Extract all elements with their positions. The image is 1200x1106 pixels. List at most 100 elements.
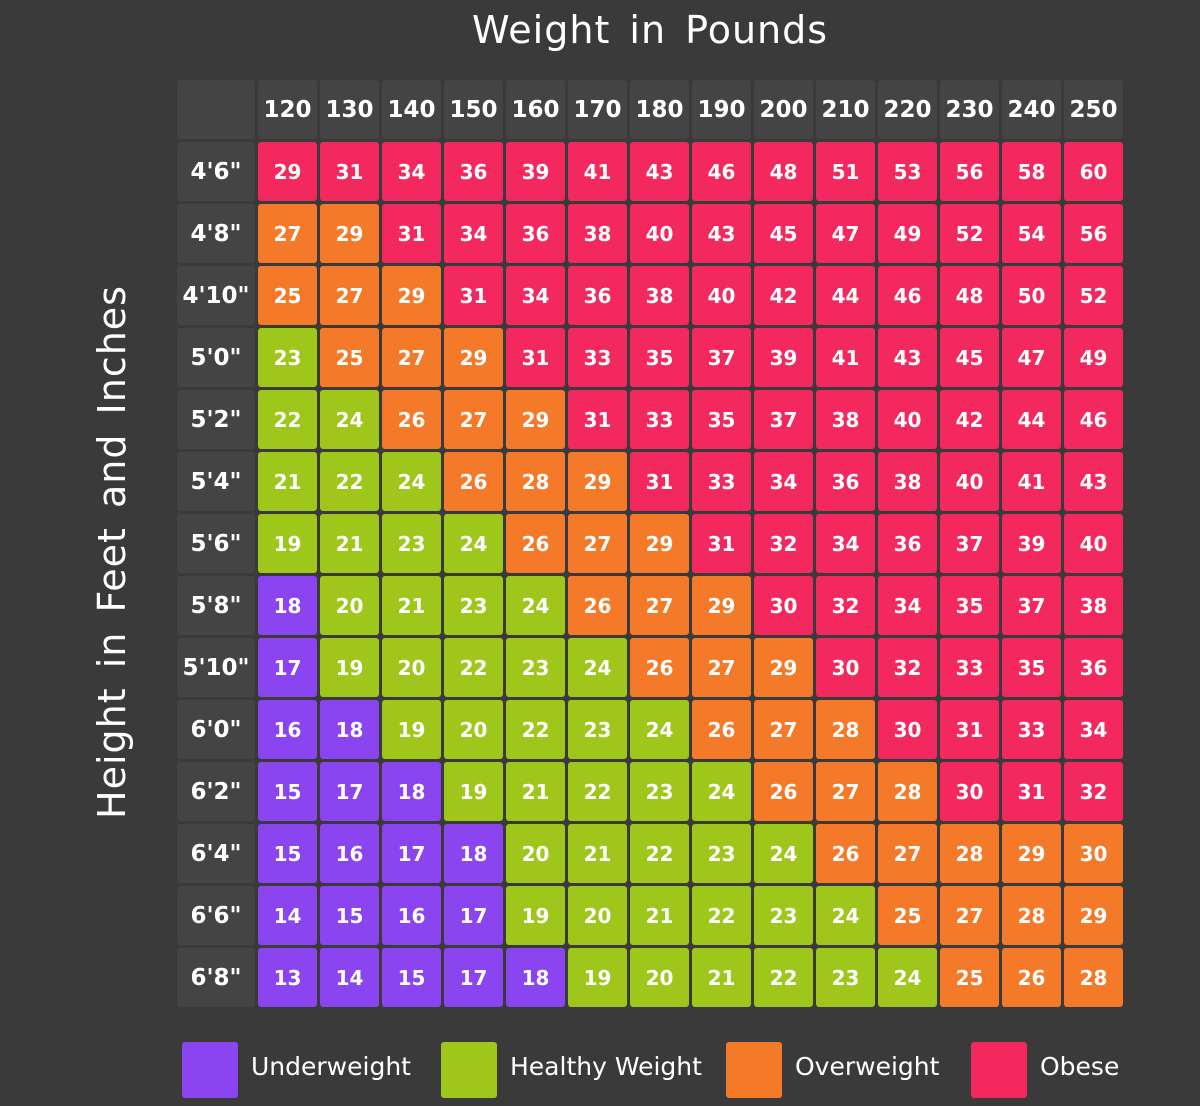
chart-title: Weight in Pounds	[471, 8, 829, 52]
bmi-cell: 20	[506, 824, 565, 883]
bmi-cell: 40	[1064, 514, 1123, 573]
bmi-cell: 30	[816, 638, 875, 697]
bmi-cell: 47	[816, 204, 875, 263]
bmi-cell: 40	[630, 204, 689, 263]
bmi-cell: 23	[444, 576, 503, 635]
bmi-cell: 30	[754, 576, 813, 635]
bmi-cell: 52	[1064, 266, 1123, 325]
bmi-cell: 21	[568, 824, 627, 883]
bmi-cell: 37	[940, 514, 999, 573]
bmi-cell: 26	[382, 390, 441, 449]
bmi-cell: 36	[816, 452, 875, 511]
bmi-cell: 45	[940, 328, 999, 387]
bmi-cell: 24	[506, 576, 565, 635]
bmi-cell: 54	[1002, 204, 1061, 263]
bmi-cell: 34	[506, 266, 565, 325]
column-header: 120	[258, 80, 317, 139]
bmi-cell: 49	[878, 204, 937, 263]
row-header: 5'2"	[177, 390, 255, 449]
legend-label: Healthy Weight	[510, 1052, 702, 1081]
bmi-cell: 20	[568, 886, 627, 945]
bmi-cell: 31	[940, 700, 999, 759]
bmi-cell: 34	[816, 514, 875, 573]
bmi-cell: 28	[816, 700, 875, 759]
bmi-cell: 30	[878, 700, 937, 759]
bmi-cell: 34	[1064, 700, 1123, 759]
bmi-cell: 45	[754, 204, 813, 263]
bmi-cell: 29	[630, 514, 689, 573]
bmi-cell: 46	[878, 266, 937, 325]
bmi-cell: 27	[940, 886, 999, 945]
bmi-cell: 27	[754, 700, 813, 759]
bmi-cell: 29	[692, 576, 751, 635]
bmi-cell: 26	[568, 576, 627, 635]
bmi-cell: 18	[382, 762, 441, 821]
bmi-cell: 47	[1002, 328, 1061, 387]
bmi-cell: 19	[568, 948, 627, 1007]
column-header: 180	[630, 80, 689, 139]
bmi-cell: 40	[878, 390, 937, 449]
bmi-cell: 17	[258, 638, 317, 697]
bmi-cell: 22	[630, 824, 689, 883]
column-header: 130	[320, 80, 379, 139]
bmi-cell: 27	[568, 514, 627, 573]
bmi-cell: 38	[878, 452, 937, 511]
bmi-cell: 24	[568, 638, 627, 697]
bmi-cell: 31	[692, 514, 751, 573]
bmi-cell: 52	[940, 204, 999, 263]
row-header: 4'6"	[177, 142, 255, 201]
bmi-cell: 21	[692, 948, 751, 1007]
bmi-cell: 43	[630, 142, 689, 201]
bmi-cell: 41	[1002, 452, 1061, 511]
bmi-cell: 19	[506, 886, 565, 945]
bmi-cell: 35	[692, 390, 751, 449]
row-header: 4'10"	[177, 266, 255, 325]
bmi-cell: 22	[692, 886, 751, 945]
bmi-cell: 34	[444, 204, 503, 263]
bmi-cell: 24	[444, 514, 503, 573]
bmi-cell: 38	[630, 266, 689, 325]
bmi-cell: 36	[568, 266, 627, 325]
bmi-cell: 28	[1002, 886, 1061, 945]
bmi-cell: 15	[320, 886, 379, 945]
bmi-cell: 31	[506, 328, 565, 387]
bmi-cell: 38	[816, 390, 875, 449]
bmi-cell: 39	[1002, 514, 1061, 573]
bmi-cell: 29	[1064, 886, 1123, 945]
bmi-cell: 29	[320, 204, 379, 263]
bmi-cell: 19	[320, 638, 379, 697]
bmi-cell: 17	[444, 886, 503, 945]
bmi-cell: 26	[754, 762, 813, 821]
bmi-cell: 28	[878, 762, 937, 821]
column-header: 150	[444, 80, 503, 139]
column-header: 200	[754, 80, 813, 139]
bmi-cell: 14	[320, 948, 379, 1007]
bmi-cell: 24	[630, 700, 689, 759]
bmi-cell: 36	[444, 142, 503, 201]
bmi-cell: 20	[382, 638, 441, 697]
bmi-cell: 25	[878, 886, 937, 945]
bmi-cell: 49	[1064, 328, 1123, 387]
bmi-cell: 31	[568, 390, 627, 449]
bmi-cell: 32	[754, 514, 813, 573]
bmi-cell: 42	[940, 390, 999, 449]
bmi-cell: 33	[630, 390, 689, 449]
row-header: 6'2"	[177, 762, 255, 821]
bmi-cell: 25	[258, 266, 317, 325]
row-header: 6'4"	[177, 824, 255, 883]
bmi-cell: 23	[382, 514, 441, 573]
legend-swatch	[726, 1042, 782, 1098]
bmi-cell: 56	[940, 142, 999, 201]
bmi-cell: 23	[692, 824, 751, 883]
bmi-cell: 13	[258, 948, 317, 1007]
bmi-cell: 31	[1002, 762, 1061, 821]
bmi-cell: 37	[692, 328, 751, 387]
bmi-cell: 24	[320, 390, 379, 449]
bmi-cell: 29	[506, 390, 565, 449]
bmi-cell: 32	[1064, 762, 1123, 821]
bmi-cell: 29	[382, 266, 441, 325]
bmi-cell: 16	[320, 824, 379, 883]
column-header: 230	[940, 80, 999, 139]
bmi-cell: 39	[506, 142, 565, 201]
bmi-cell: 29	[258, 142, 317, 201]
